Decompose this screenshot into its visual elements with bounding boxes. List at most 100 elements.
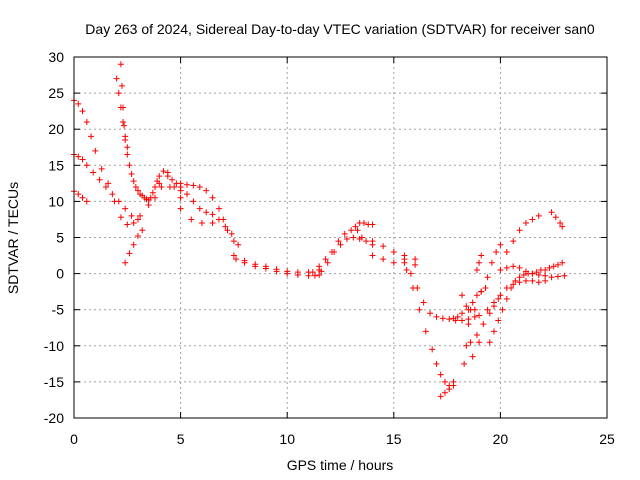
data-point	[152, 194, 159, 201]
data-point	[465, 316, 472, 323]
data-point	[503, 285, 510, 292]
data-point	[446, 386, 453, 393]
data-point	[75, 153, 82, 160]
data-point	[409, 285, 416, 292]
data-points	[71, 61, 568, 400]
data-point	[360, 220, 367, 227]
data-point	[441, 378, 448, 385]
y-tick-label: 10	[48, 193, 64, 209]
data-point	[177, 205, 184, 212]
data-point	[503, 264, 510, 271]
data-point	[233, 256, 240, 263]
data-point	[341, 230, 348, 237]
data-point	[79, 194, 86, 201]
data-point	[429, 346, 436, 353]
data-point	[235, 241, 242, 248]
data-point	[130, 241, 137, 248]
data-point	[98, 165, 105, 172]
data-point	[79, 108, 86, 115]
data-point	[493, 248, 500, 255]
data-point	[121, 122, 128, 129]
data-point	[486, 310, 493, 317]
grid	[74, 57, 607, 418]
data-point	[152, 183, 159, 190]
data-point	[516, 264, 523, 271]
data-point	[115, 90, 122, 97]
y-tick-label: -10	[44, 338, 64, 354]
data-point	[166, 183, 173, 190]
data-point	[550, 263, 557, 270]
data-point	[441, 389, 448, 396]
y-axis-label: SDTVAR / TECUs	[5, 182, 21, 294]
data-point	[183, 191, 190, 198]
data-point	[273, 268, 280, 275]
data-point	[139, 227, 146, 234]
data-point	[467, 339, 474, 346]
data-point	[122, 133, 129, 140]
data-point	[407, 270, 414, 277]
data-point	[331, 248, 338, 255]
data-point	[228, 230, 235, 237]
data-point	[369, 221, 376, 228]
data-point	[75, 191, 82, 198]
data-point	[380, 243, 387, 250]
data-point	[203, 209, 210, 216]
data-point	[160, 168, 167, 175]
data-point	[230, 238, 237, 245]
data-point	[465, 321, 472, 328]
data-point	[433, 360, 440, 367]
data-point	[350, 234, 357, 241]
x-tick-label: 10	[279, 431, 295, 447]
data-point	[348, 227, 355, 234]
data-point	[196, 205, 203, 212]
data-point	[363, 238, 370, 245]
data-point	[461, 360, 468, 367]
data-point	[554, 261, 561, 268]
data-point	[156, 173, 163, 180]
data-point	[542, 277, 549, 284]
data-point	[437, 393, 444, 400]
data-point	[369, 252, 376, 259]
data-point	[128, 170, 135, 177]
data-point	[149, 189, 156, 196]
data-point	[117, 104, 124, 111]
data-point	[113, 75, 120, 82]
data-point	[96, 176, 103, 183]
data-point	[134, 233, 141, 240]
data-point	[215, 216, 222, 223]
data-point	[473, 331, 480, 338]
data-point	[488, 259, 495, 266]
data-point	[309, 269, 316, 276]
data-point	[224, 227, 231, 234]
x-tick-label: 20	[493, 431, 509, 447]
data-point	[401, 256, 408, 263]
data-point	[83, 118, 90, 125]
data-point	[124, 151, 131, 158]
data-point	[83, 162, 90, 169]
data-point	[79, 156, 86, 163]
data-point	[484, 274, 491, 281]
data-point	[529, 277, 536, 284]
data-point	[510, 263, 517, 270]
data-point	[546, 264, 553, 271]
data-point	[542, 272, 549, 279]
data-point	[478, 252, 485, 259]
data-point	[137, 212, 144, 219]
data-point	[486, 339, 493, 346]
data-point	[130, 178, 137, 185]
y-tick-label: -15	[44, 374, 64, 390]
data-point	[459, 317, 466, 324]
data-point	[126, 162, 133, 169]
data-point	[416, 306, 423, 313]
data-point	[516, 227, 523, 234]
data-point	[352, 223, 359, 230]
data-point	[542, 266, 549, 273]
data-point	[403, 266, 410, 273]
data-point	[115, 198, 122, 205]
data-point	[196, 183, 203, 190]
data-point	[124, 144, 131, 151]
data-point	[190, 198, 197, 205]
data-point	[529, 270, 536, 277]
data-point	[476, 259, 483, 266]
data-point	[83, 198, 90, 205]
